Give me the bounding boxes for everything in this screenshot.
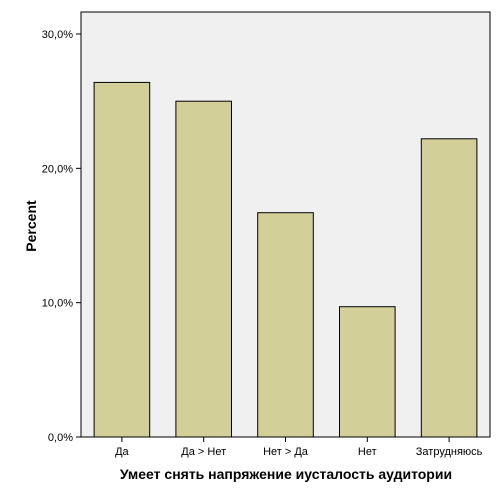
x-tick-label-0: Да [115, 446, 129, 458]
y-tick-label-1: 10,0% [42, 298, 73, 310]
y-tick-label-2: 20,0% [42, 163, 73, 175]
y-axis-title: Percent [23, 200, 39, 252]
x-axis-title: Умеет снять напряжение иусталость аудито… [120, 466, 452, 482]
bar-4 [339, 306, 396, 438]
y-axis: 0,0% 10,0% 20,0% 30,0% [42, 29, 81, 444]
y-tick-label-3: 30,0% [42, 29, 73, 41]
x-tick-label-3: Нет [358, 446, 377, 458]
x-tick-label-4: Затрудняюсь [416, 446, 483, 458]
bar-3 [257, 212, 314, 438]
x-tick-label-2: Нет > Да [263, 446, 309, 458]
y-tick-label-0: 0,0% [48, 432, 73, 444]
x-tick-label-1: Да > Нет [181, 446, 226, 458]
bar-2 [175, 100, 232, 438]
bar-1 [93, 81, 151, 438]
x-axis: Да Да > Нет Нет > Да Нет Затрудняюсь [115, 437, 483, 458]
bars-group [93, 81, 478, 438]
bar-5 [420, 138, 478, 438]
